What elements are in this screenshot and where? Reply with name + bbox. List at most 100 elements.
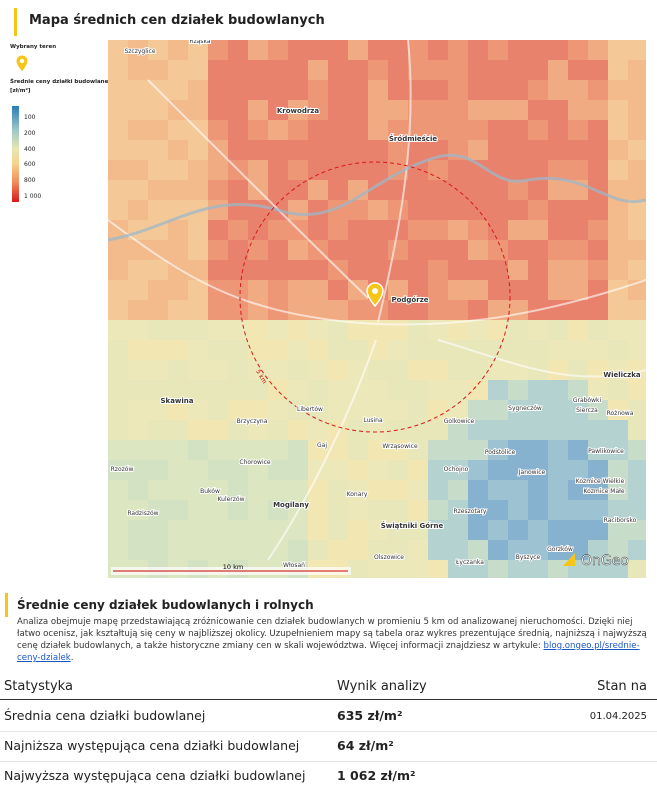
heat-cell bbox=[368, 40, 388, 60]
heat-cell bbox=[208, 180, 228, 200]
heat-cell bbox=[348, 280, 368, 300]
heat-cell bbox=[548, 40, 568, 60]
heat-cell bbox=[588, 500, 608, 520]
heat-cell bbox=[248, 160, 268, 180]
heat-cell bbox=[628, 80, 646, 100]
heat-cell bbox=[588, 260, 608, 280]
heat-cell bbox=[328, 120, 348, 140]
heat-cell bbox=[608, 200, 628, 220]
heat-cell bbox=[108, 120, 128, 140]
heat-cell bbox=[208, 360, 228, 380]
heat-cell bbox=[328, 220, 348, 240]
heat-cell bbox=[548, 360, 568, 380]
heat-cell bbox=[388, 540, 408, 560]
heat-cell bbox=[528, 340, 548, 360]
heat-cell bbox=[508, 100, 528, 120]
heat-cell bbox=[508, 200, 528, 220]
heat-cell bbox=[348, 540, 368, 560]
heat-cell bbox=[288, 280, 308, 300]
heat-cell bbox=[368, 440, 388, 460]
heat-cell bbox=[148, 540, 168, 560]
heat-cell bbox=[488, 400, 508, 420]
heat-cell bbox=[288, 440, 308, 460]
heat-cell bbox=[408, 40, 428, 60]
heat-cell bbox=[468, 360, 488, 380]
heat-cell bbox=[568, 240, 588, 260]
heat-cell bbox=[348, 520, 368, 540]
heat-cell bbox=[348, 100, 368, 120]
heat-cell bbox=[528, 180, 548, 200]
heat-cell bbox=[168, 280, 188, 300]
heat-cell bbox=[348, 160, 368, 180]
heat-cell bbox=[608, 260, 628, 280]
heat-cell bbox=[128, 100, 148, 120]
heat-cell bbox=[528, 220, 548, 240]
heat-cell bbox=[468, 440, 488, 460]
heat-cell bbox=[268, 520, 288, 540]
heat-cell bbox=[128, 80, 148, 100]
heat-cell bbox=[368, 380, 388, 400]
heat-cell bbox=[508, 260, 528, 280]
heat-cell bbox=[548, 420, 568, 440]
heat-cell bbox=[308, 500, 328, 520]
scale-label: 10 km bbox=[223, 563, 243, 571]
heat-cell bbox=[248, 220, 268, 240]
heat-cell bbox=[408, 380, 428, 400]
heat-cell bbox=[628, 240, 646, 260]
heat-cell bbox=[168, 300, 188, 320]
heat-cell bbox=[208, 400, 228, 420]
heat-cell bbox=[288, 300, 308, 320]
article-link[interactable]: blog.ongeo.pl/srednie-ceny-dzialek bbox=[17, 641, 640, 663]
heat-cell bbox=[248, 120, 268, 140]
heat-cell bbox=[428, 300, 448, 320]
heat-cell bbox=[388, 440, 408, 460]
heat-cell bbox=[628, 540, 646, 560]
heat-cell bbox=[288, 420, 308, 440]
heat-cell bbox=[228, 340, 248, 360]
heat-cell bbox=[248, 540, 268, 560]
heat-cell bbox=[308, 80, 328, 100]
heat-cell bbox=[428, 500, 448, 520]
heat-cell bbox=[488, 280, 508, 300]
heat-cell bbox=[348, 560, 368, 578]
heat-cell bbox=[208, 300, 228, 320]
heat-cell bbox=[308, 540, 328, 560]
heat-cell bbox=[508, 140, 528, 160]
heat-cell bbox=[328, 500, 348, 520]
heat-cell bbox=[148, 160, 168, 180]
place-label: Gaj bbox=[317, 442, 327, 449]
heat-cell bbox=[488, 360, 508, 380]
heat-cell bbox=[228, 60, 248, 80]
heat-cell bbox=[308, 120, 328, 140]
heat-cell bbox=[408, 200, 428, 220]
place-label: Wrząsowice bbox=[382, 443, 418, 450]
heat-cell bbox=[408, 520, 428, 540]
heat-cell bbox=[128, 500, 148, 520]
heat-cell bbox=[248, 420, 268, 440]
heat-cell bbox=[488, 420, 508, 440]
heat-cell bbox=[448, 540, 468, 560]
heat-cell bbox=[128, 520, 148, 540]
heat-cell bbox=[528, 200, 548, 220]
heat-cell bbox=[528, 500, 548, 520]
heat-cell bbox=[308, 440, 328, 460]
heat-cell bbox=[228, 100, 248, 120]
heat-cell bbox=[448, 200, 468, 220]
heat-cell bbox=[628, 520, 646, 540]
heat-cell bbox=[448, 500, 468, 520]
heat-cell bbox=[248, 520, 268, 540]
heat-cell bbox=[568, 420, 588, 440]
heat-cell bbox=[168, 220, 188, 240]
heat-cell bbox=[568, 400, 588, 420]
heat-cell bbox=[328, 340, 348, 360]
heat-cell bbox=[128, 40, 148, 60]
heat-cell bbox=[568, 60, 588, 80]
place-label: Kozmice Wielkie bbox=[576, 478, 625, 485]
legend-tick: 400 bbox=[24, 145, 36, 153]
heat-cell bbox=[628, 140, 646, 160]
heat-cell bbox=[448, 420, 468, 440]
heat-cell bbox=[108, 140, 128, 160]
heat-cell bbox=[188, 380, 208, 400]
row-rule bbox=[0, 761, 657, 762]
heat-cell bbox=[188, 60, 208, 80]
